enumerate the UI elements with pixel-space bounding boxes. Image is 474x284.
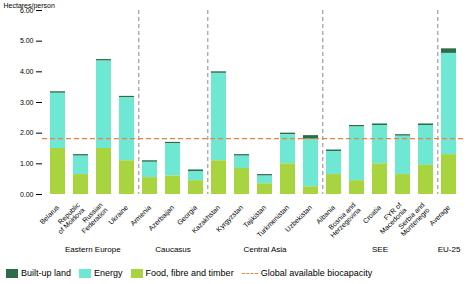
svg-text:EU-25: EU-25 [438, 245, 461, 254]
svg-text:Serbia andMontenegro: Serbia andMontenegro [394, 201, 431, 238]
svg-text:3.00: 3.00 [20, 99, 34, 106]
svg-text:Caucasus: Caucasus [155, 245, 191, 254]
svg-text:RussianFederation: RussianFederation [75, 201, 109, 235]
svg-text:Eastern Europe: Eastern Europe [65, 245, 121, 254]
svg-text:Ukraine: Ukraine [107, 204, 129, 226]
svg-text:Armenia: Armenia [129, 204, 152, 227]
svg-text:Bosnia andHerzegovina: Bosnia andHerzegovina [324, 201, 362, 239]
svg-text:0.00: 0.00 [20, 191, 34, 198]
svg-text:Uzbekistan: Uzbekistan [284, 204, 314, 234]
svg-text:2.00: 2.00 [20, 129, 34, 136]
svg-text:Azerbaijan: Azerbaijan [147, 204, 176, 233]
svg-text:Hectares/person: Hectares/person [4, 2, 55, 10]
svg-text:Turkmenistan: Turkmenistan [256, 204, 291, 239]
svg-text:1.00: 1.00 [20, 160, 34, 167]
svg-text:5.00: 5.00 [20, 37, 34, 44]
svg-text:Central Asia: Central Asia [243, 245, 287, 254]
svg-text:SEE: SEE [372, 245, 388, 254]
svg-text:Average: Average [428, 204, 452, 228]
svg-text:4.00: 4.00 [20, 68, 34, 75]
svg-text:Croatia: Croatia [361, 204, 382, 225]
svg-text:Kyrgyzstan: Kyrgyzstan [215, 204, 245, 234]
